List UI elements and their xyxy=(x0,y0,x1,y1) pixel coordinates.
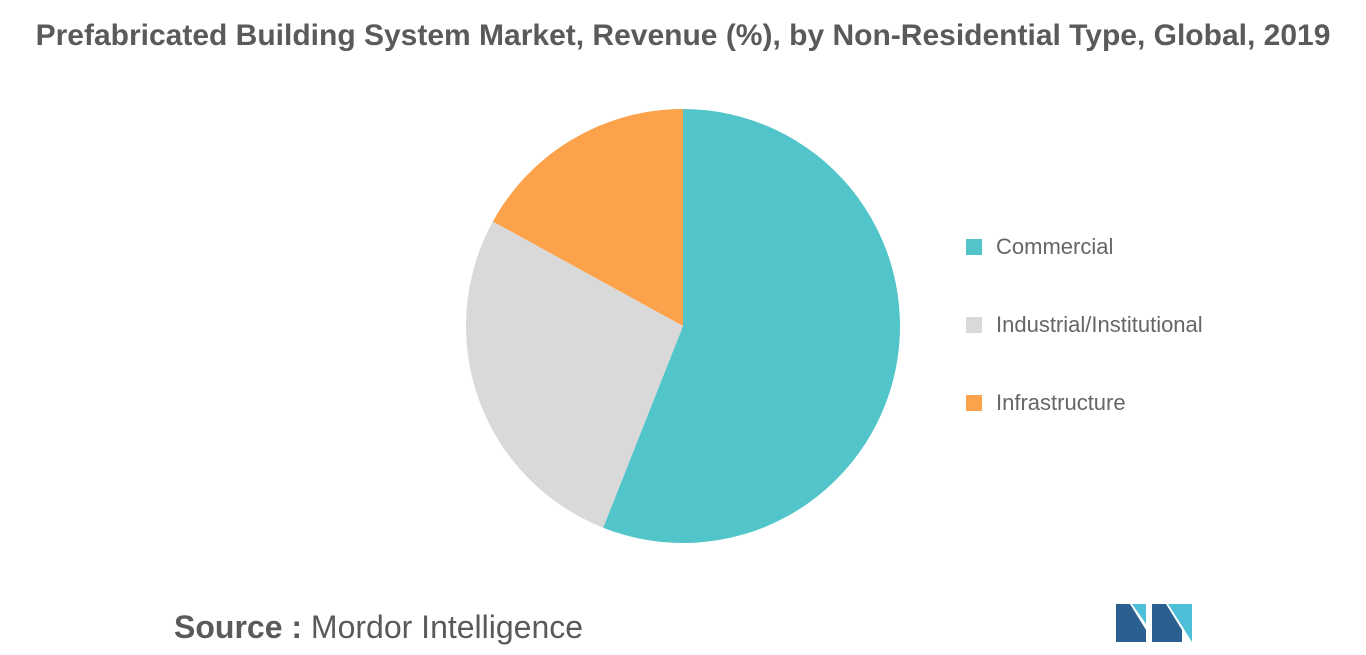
legend-item-industrial-institutional: Industrial/Institutional xyxy=(966,308,1203,342)
chart-title: Prefabricated Building System Market, Re… xyxy=(35,19,1331,52)
pie-slice-industrial-institutional xyxy=(466,221,683,528)
source-note: Source : Mordor Intelligence xyxy=(174,606,583,648)
legend: Commercial Industrial/Institutional Infr… xyxy=(966,230,1203,464)
pie-slice-commercial xyxy=(603,109,900,543)
legend-label-infrastructure: Infrastructure xyxy=(996,390,1126,415)
legend-item-commercial: Commercial xyxy=(966,230,1203,264)
source-key: Source : xyxy=(174,609,303,645)
legend-swatch-infrastructure xyxy=(966,395,982,411)
legend-swatch-industrial-institutional xyxy=(966,317,982,333)
legend-label-industrial-institutional: Industrial/Institutional xyxy=(996,312,1203,337)
legend-label-commercial: Commercial xyxy=(996,234,1114,259)
source-value: Mordor Intelligence xyxy=(310,609,584,645)
legend-item-infrastructure: Infrastructure xyxy=(966,386,1203,420)
pie-slice-infrastructure xyxy=(492,109,683,326)
mordor-intelligence-logo-icon xyxy=(1116,604,1192,642)
legend-swatch-commercial xyxy=(966,239,982,255)
